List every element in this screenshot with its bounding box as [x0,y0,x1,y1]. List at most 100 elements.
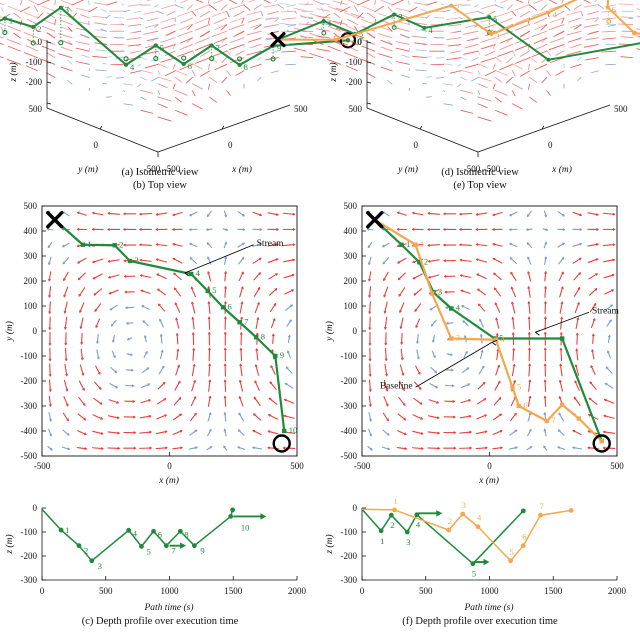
current-vector [157,11,164,14]
current-vector [166,30,176,36]
current-vector [41,45,56,52]
waypoint-marker [568,508,574,513]
caption-d: (d) Isometric view [441,167,519,178]
current-vector [602,244,616,247]
current-vector [544,271,547,282]
current-vector [37,0,51,6]
current-vector [92,414,104,420]
waypoint-marker [599,438,604,444]
waypoint-label: 5 [499,333,503,343]
axis-ticks-e [361,205,618,457]
current-vector [187,24,193,30]
current-vector [208,301,211,314]
current-vector [431,350,436,359]
current-vector [534,43,548,51]
current-vector [283,274,295,279]
current-vector [479,349,484,360]
current-vector [0,56,4,59]
current-vector [460,89,474,94]
tick-label-x: -500 [354,461,371,471]
tick-label-y: 100 [344,301,358,311]
tick-label-x: 0 [487,461,492,471]
current-vector [427,244,441,247]
current-vector [494,69,508,76]
current-vector [470,77,479,82]
current-vector [238,396,244,407]
waypoint-label: 1 [340,37,344,47]
current-vector [123,9,131,13]
waypoint-marker [460,511,466,517]
current-vector [603,398,615,404]
current-vector [143,10,159,15]
current-vector [0,7,4,12]
current-vector [499,63,513,71]
current-vector [493,287,502,297]
current-vector [81,34,90,38]
current-vector [511,363,515,377]
current-vector [414,2,427,6]
current-vector [327,45,341,52]
current-vector [461,305,470,310]
current-vector [180,17,193,24]
current-vector [382,429,390,436]
caption-f: (f) Depth profile over execution time [402,616,558,627]
current-vector [61,242,70,248]
tick-label-y: -400 [341,426,358,436]
current-vector [591,349,595,360]
current-vector [277,4,285,9]
current-vector [144,63,159,69]
current-vector [494,302,501,313]
current-vector [477,116,492,122]
current-vector [475,243,488,247]
current-vector [511,63,523,70]
current-vector [174,4,184,9]
current-vector [174,89,188,96]
current-vector [492,43,496,50]
current-vector [166,10,176,16]
current-vector [265,17,279,21]
current-vector [154,24,159,28]
current-vector [374,0,376,6]
current-vector [533,0,544,4]
tick-label-y: -100 [21,351,38,361]
current-vector [326,58,341,65]
current-vector [192,348,195,361]
current-vector [279,2,290,6]
waypoint-marker [282,428,287,434]
annotation-label: Stream [592,306,620,316]
current-vector [233,30,245,37]
waypoint-label: 6 [188,61,192,71]
current-vector [321,2,331,6]
current-vector [327,25,341,32]
current-vector [81,54,90,58]
current-vector [460,399,471,404]
current-vector [589,381,597,390]
current-vector [327,5,341,12]
current-vector [159,349,164,360]
waypoint-label: 5 [493,14,497,24]
current-vector [585,57,599,61]
current-vector [527,428,532,437]
current-vector [427,431,440,434]
waypoint-marker [139,544,144,549]
axis-label-x-a: x (m) [231,164,252,175]
waypoint-label: 3 [398,11,402,21]
stream-depth-line [41,508,234,562]
current-vector [427,212,440,215]
current-vector [27,0,39,6]
current-vector [559,363,563,377]
current-vector [591,30,599,34]
waypoint-label: 7 [216,43,220,53]
current-vector [494,56,502,63]
current-vector [607,24,616,27]
waypoint-marker [209,43,214,48]
current-vector [20,0,23,6]
current-vector [20,6,31,13]
current-vector [157,96,172,102]
current-vector [263,0,271,4]
current-vector [25,65,39,72]
current-vector [474,4,479,8]
current-vector [23,32,39,39]
tick-x-500: 500 [294,104,308,114]
